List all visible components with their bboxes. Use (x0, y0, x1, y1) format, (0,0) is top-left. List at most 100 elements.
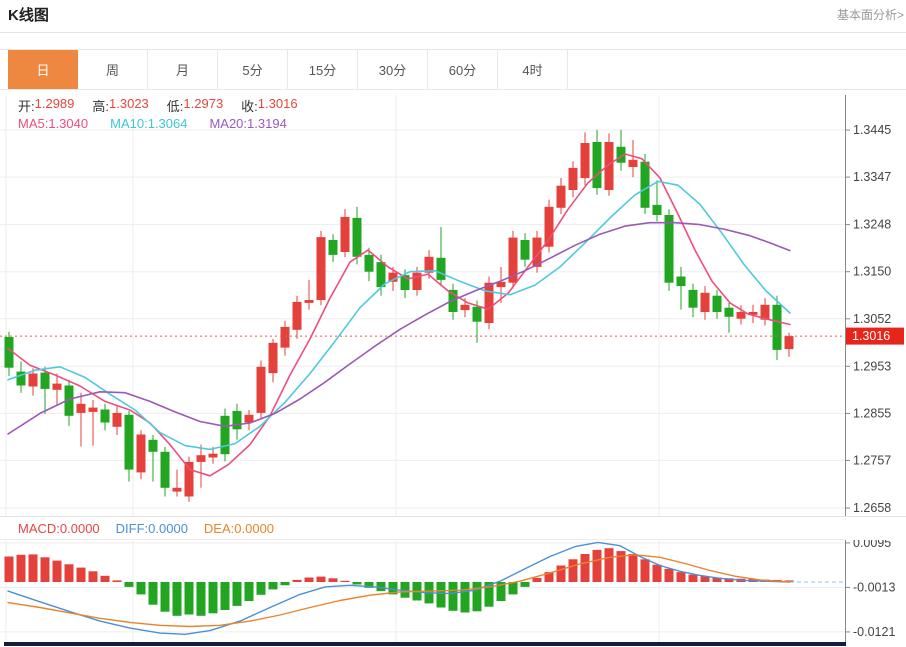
macd-bar (28, 554, 38, 582)
macd-bar (676, 572, 686, 582)
macd-bar (448, 582, 458, 611)
macd-bar (328, 578, 338, 582)
macd-bar (256, 582, 266, 595)
macd-bar (184, 582, 194, 615)
macd-bar (100, 575, 110, 582)
macd-bar (124, 582, 134, 587)
macd-bar (16, 554, 26, 582)
macd-bar (340, 580, 350, 582)
ohlc-legend: 开: 1.2989 高: 1.3023 低: 1.2973 收: 1.3016 (18, 96, 298, 115)
candle-body (736, 312, 746, 319)
macd-bar (616, 551, 626, 582)
macd-bar (400, 582, 410, 598)
candle-body (748, 312, 758, 315)
macd-bar (76, 567, 86, 582)
macd-bar (604, 548, 614, 582)
candle-body (400, 275, 410, 290)
y-axis-label: 1.3248 (853, 218, 891, 232)
macd-bar (280, 582, 290, 586)
y-axis-label: 1.2953 (853, 359, 891, 373)
candlestick-chart[interactable]: 1.3445 1.3347 1.3248 1.3150 1.3052 1.2953 1.28… (0, 95, 906, 516)
candle-body (520, 240, 530, 260)
y-axis-label: 1.2855 (853, 406, 891, 420)
candle-body (424, 256, 434, 273)
candle-body (64, 385, 74, 416)
candle-body (700, 292, 710, 312)
candle-body (160, 451, 170, 488)
legend-item-收: 收: 1.3016 (241, 96, 298, 114)
macd-bar (220, 582, 230, 610)
last-price-tag-label: 1.3016 (852, 329, 890, 343)
macd-bar (172, 582, 182, 616)
macd-bar (148, 582, 158, 605)
period-tab-bar: 日周月 5分 15分 30分 60分 4时 (0, 49, 906, 90)
macd-bar (4, 556, 14, 582)
candle-body (280, 326, 290, 348)
macd-bar (688, 574, 698, 582)
candle-body (304, 300, 314, 303)
ma-line-MA20 (7, 221, 791, 435)
macd-bar (160, 582, 170, 612)
candle-body (376, 262, 386, 288)
tab-4时[interactable]: 4时 (498, 50, 568, 89)
legend-item-MA10: MA10: 1.3064 (110, 116, 188, 131)
macd-legend: MACD: 0.0000 DIFF: 0.0000 DEA: 0.0000 (0, 517, 846, 540)
macd-bar (496, 582, 506, 601)
candle-body (88, 407, 98, 412)
macd-chart[interactable]: 0.0095 -0.0013 -0.0121 (0, 540, 906, 643)
bottom-scroll-bar[interactable] (4, 642, 846, 646)
candle-body (508, 237, 518, 283)
tab-5分[interactable]: 5分 (218, 50, 288, 89)
macd-bar (208, 582, 218, 614)
candle-body (340, 216, 350, 252)
candle-body (532, 237, 542, 267)
candle-body (40, 372, 50, 389)
macd-bar (196, 582, 206, 616)
panel-divider (0, 516, 906, 517)
tab-月[interactable]: 月 (148, 50, 218, 89)
candle-body (604, 142, 614, 190)
macd-bar (40, 557, 50, 582)
candle-body (772, 304, 782, 350)
macd-bar (112, 580, 122, 582)
last-price-tag (846, 327, 904, 345)
tab-日[interactable]: 日 (8, 50, 78, 89)
candle-body (184, 461, 194, 497)
macd-bar (592, 549, 602, 582)
y-axis-label: -0.0013 (853, 580, 895, 594)
candle-body (112, 412, 122, 427)
candle-body (724, 307, 734, 317)
tab-15分[interactable]: 15分 (288, 50, 358, 89)
fundamental-analysis-link[interactable]: 基本面分析> (836, 8, 904, 22)
candle-body (460, 304, 470, 311)
candle-body (568, 167, 578, 190)
macd-bar (268, 582, 278, 590)
y-axis-label: 1.3347 (853, 170, 891, 184)
macd-bar (64, 564, 74, 582)
macd-bar (556, 565, 566, 582)
legend-item-高: 高: 1.3023 (92, 96, 149, 114)
candle-body (4, 337, 14, 368)
macd-bar (304, 577, 314, 582)
macd-bar (316, 576, 326, 582)
ma-line-MA5 (7, 153, 791, 477)
macd-bar (232, 582, 242, 606)
title-bar: K线图 基本面分析> (0, 0, 906, 33)
macd-bar (700, 576, 710, 582)
candle-body (268, 342, 278, 374)
tab-30分[interactable]: 30分 (358, 50, 428, 89)
y-axis-label: 1.3445 (853, 123, 891, 137)
candle-body (196, 455, 206, 462)
macd-bar (136, 582, 146, 595)
candle-body (640, 161, 650, 208)
y-axis-label: 1.2658 (853, 501, 891, 515)
candle-body (712, 295, 722, 312)
tab-周[interactable]: 周 (78, 50, 148, 89)
candle-body (76, 403, 86, 413)
candle-body (232, 411, 242, 430)
tab-60分[interactable]: 60分 (428, 50, 498, 89)
legend-item-MACD: MACD: 0.0000 (18, 520, 100, 536)
candle-body (784, 336, 794, 350)
ma-line-MA10 (7, 180, 791, 451)
macd-bar (52, 560, 62, 582)
